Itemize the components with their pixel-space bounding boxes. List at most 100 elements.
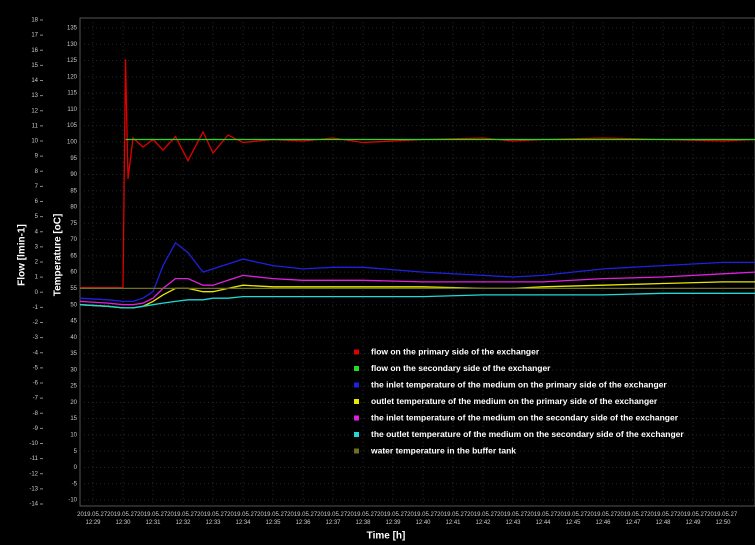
y2-tick-label: 105 bbox=[67, 123, 78, 129]
y2-tick-label: 95 bbox=[70, 156, 77, 162]
y-tick-label: 5 bbox=[35, 214, 39, 220]
x-tick-time: 12:46 bbox=[595, 520, 611, 526]
x-tick-label: 2019.05.27 12:43 bbox=[497, 512, 529, 526]
x-tick-label: 2019.05.27 12:47 bbox=[617, 512, 649, 526]
series-line bbox=[79, 292, 755, 309]
x-tick-date: 2019.05.27 bbox=[557, 512, 589, 518]
x-tick-time: 12:29 bbox=[85, 520, 101, 526]
x-tick-date: 2019.05.27 bbox=[77, 512, 109, 518]
x-tick-date: 2019.05.27 bbox=[467, 512, 499, 518]
y-tick-label: 4 bbox=[35, 229, 39, 235]
x-tick-date: 2019.05.27 bbox=[617, 512, 649, 518]
x-tick-time: 12:49 bbox=[685, 520, 701, 526]
x-tick-date: 2019.05.27 bbox=[227, 512, 259, 518]
x-tick-label: 2019.05.27 12:44 bbox=[527, 512, 559, 526]
x-tick-date: 2019.05.27 bbox=[197, 512, 229, 518]
y2-tick-label: 75 bbox=[70, 221, 77, 227]
x-tick-label: 2019.05.27 12:46 bbox=[587, 512, 619, 526]
y-tick-label: 0 bbox=[35, 290, 39, 296]
y-tick-label: -4 bbox=[33, 350, 39, 356]
x-tick-time: 12:50 bbox=[715, 520, 731, 526]
y2-axis-title: Temperature [oC] bbox=[53, 214, 64, 297]
x-tick-date: 2019.05.27 bbox=[317, 512, 349, 518]
x-tick-date: 2019.05.27 bbox=[257, 512, 289, 518]
x-tick-date: 2019.05.27 bbox=[167, 512, 199, 518]
x-tick-date: 2019.05.27 bbox=[677, 512, 709, 518]
y2-tick-label: 25 bbox=[70, 384, 77, 390]
y-tick-label: -13 bbox=[29, 486, 38, 492]
x-tick-time: 12:34 bbox=[235, 520, 251, 526]
x-tick-time: 12:41 bbox=[445, 520, 461, 526]
y-tick-label: -5 bbox=[33, 365, 39, 371]
x-tick-date: 2019.05.27 bbox=[497, 512, 529, 518]
x-tick-time: 12:45 bbox=[565, 520, 581, 526]
x-tick-label: 2019.05.27 12:38 bbox=[347, 512, 379, 526]
x-tick-label: 2019.05.27 12:40 bbox=[407, 512, 439, 526]
x-tick-time: 12:48 bbox=[655, 520, 671, 526]
y-tick-label: -3 bbox=[33, 335, 39, 341]
legend-marker bbox=[354, 399, 359, 404]
y2-tick-label: 55 bbox=[70, 286, 77, 292]
y2-tick-label: 70 bbox=[70, 237, 77, 243]
y-tick-label: 14 bbox=[31, 78, 38, 84]
legend-marker bbox=[354, 382, 359, 388]
x-tick-date: 2019.05.27 bbox=[527, 512, 559, 518]
y-tick-label: 13 bbox=[31, 93, 38, 99]
y-tick-label: 11 bbox=[32, 123, 39, 129]
legend-marker bbox=[354, 432, 359, 437]
y2-tick-label: 120 bbox=[67, 74, 78, 80]
y-tick-label: -11 bbox=[30, 456, 39, 462]
y2-tick-label: 90 bbox=[70, 172, 77, 178]
x-tick-label: 2019.05.27 12:37 bbox=[317, 512, 349, 526]
legend-label: flow on the secondary side of the exchan… bbox=[371, 363, 551, 373]
y2-tick-label: 10 bbox=[70, 432, 77, 438]
x-tick-label: 2019.05.27 12:36 bbox=[287, 512, 319, 526]
y-tick-label: -1 bbox=[33, 305, 39, 311]
y-tick-label: 1 bbox=[35, 275, 39, 281]
y-tick-label: 8 bbox=[35, 169, 39, 175]
x-tick-label: 2019.05.27 12:34 bbox=[227, 512, 259, 526]
x-tick-label: 2019.05.27 12:49 bbox=[677, 512, 709, 526]
y-tick-label: -14 bbox=[29, 502, 38, 508]
x-tick-date: 2019.05.27 bbox=[107, 512, 139, 518]
legend-label: the inlet temperature of the medium on t… bbox=[371, 412, 679, 422]
y-tick-label: 12 bbox=[31, 108, 38, 114]
y-tick-label: -9 bbox=[33, 426, 39, 432]
x-tick-date: 2019.05.27 bbox=[587, 512, 619, 518]
y2-tick-label: 50 bbox=[70, 302, 77, 308]
y-tick-label: -2 bbox=[33, 320, 39, 326]
y2-tick-label: 5 bbox=[74, 449, 78, 455]
y-tick-label: -7 bbox=[33, 396, 39, 402]
legend-marker bbox=[354, 415, 359, 421]
x-tick-label: 2019.05.27 12:32 bbox=[167, 512, 199, 526]
y2-tick-label: 40 bbox=[70, 335, 77, 341]
y-tick-label: 9 bbox=[35, 154, 39, 160]
x-tick-label: 2019.05.27 12:41 bbox=[437, 512, 469, 526]
y2-tick-label: 35 bbox=[70, 351, 77, 357]
y-tick-label: 16 bbox=[31, 48, 38, 54]
y2-tick-label: 65 bbox=[70, 253, 77, 259]
y-tick-label: 7 bbox=[35, 184, 39, 190]
y-tick-label: 15 bbox=[31, 63, 38, 69]
y2-tick-label: 135 bbox=[67, 26, 78, 32]
legend-label: outlet temperature of the medium on the … bbox=[371, 396, 658, 406]
x-tick-label: 2019.05.27 12:35 bbox=[257, 512, 289, 526]
x-tick-label: 2019.05.27 12:29 bbox=[77, 512, 109, 526]
y2-tick-label: 85 bbox=[70, 188, 77, 194]
x-tick-time: 12:32 bbox=[175, 520, 191, 526]
y-tick-label: 10 bbox=[31, 139, 38, 145]
legend-label: water temperature in the buffer tank bbox=[370, 445, 516, 455]
y-tick-label: 2 bbox=[35, 260, 39, 266]
y-axis-title: Flow [lmin-1] bbox=[17, 224, 28, 286]
y2-tick-label: 15 bbox=[70, 416, 77, 422]
x-tick-time: 12:39 bbox=[385, 520, 401, 526]
x-tick-time: 12:37 bbox=[325, 520, 341, 526]
y-tick-label: -12 bbox=[29, 471, 38, 477]
y2-tick-label: -5 bbox=[72, 481, 78, 487]
legend-label: the outlet temperature of the medium on … bbox=[371, 429, 684, 439]
x-tick-date: 2019.05.27 bbox=[137, 512, 169, 518]
x-tick-time: 12:42 bbox=[475, 520, 491, 526]
x-tick-label: 2019.05.27 12:39 bbox=[377, 512, 409, 526]
x-tick-date: 2019.05.27 bbox=[377, 512, 409, 518]
